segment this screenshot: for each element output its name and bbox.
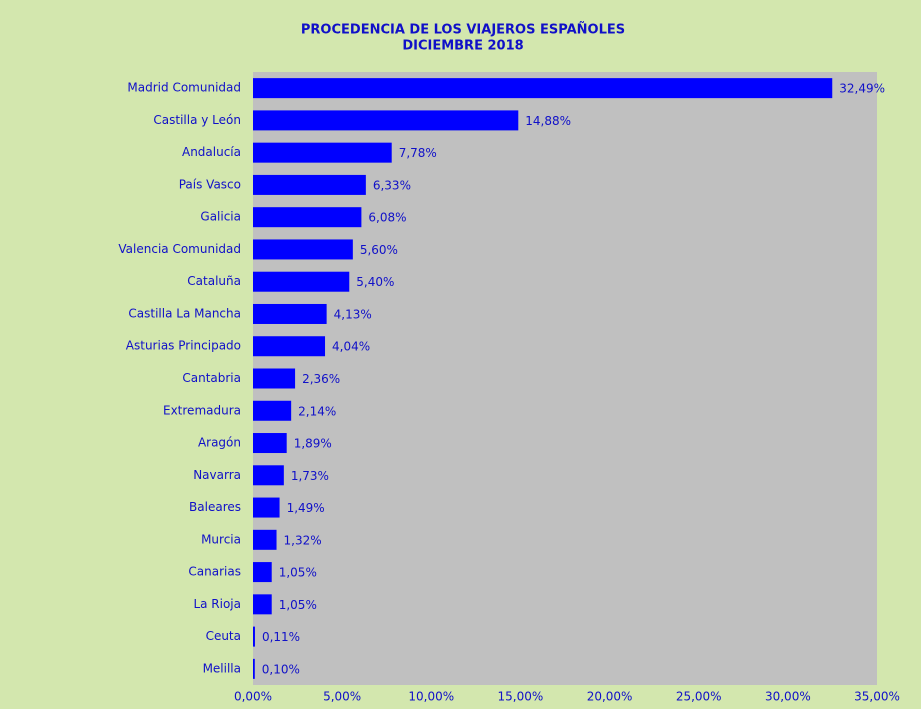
bar [253,594,272,615]
y-tick-label: Baleares [189,500,241,514]
data-label: 0,11% [262,630,300,644]
data-label: 1,05% [279,598,317,612]
x-tick-label: 10,00% [408,690,454,704]
bar [253,529,277,550]
y-tick-label: Castilla La Mancha [128,306,241,320]
y-tick-label: La Rioja [193,597,241,611]
y-tick-label: Navarra [193,468,241,482]
x-tick-label: 20,00% [587,690,633,704]
bar [253,207,362,228]
x-tick-label: 35,00% [854,690,900,704]
bar [253,465,284,486]
x-tick-label: 0,00% [234,690,272,704]
y-tick-label: País Vasco [179,177,241,191]
y-tick-label: Extremadura [163,403,241,417]
bar [253,239,353,260]
y-tick-label: Cataluña [187,274,241,288]
bar [253,303,327,324]
data-label: 2,36% [302,372,340,386]
data-label: 1,05% [279,566,317,580]
chart-subtitle: DICIEMBRE 2018 [402,39,523,54]
data-label: 1,49% [287,501,325,515]
bar [253,658,255,679]
data-label: 2,14% [298,404,336,418]
bar [253,271,350,292]
y-tick-label: Melilla [203,661,241,675]
chart-title: PROCEDENCIA DE LOS VIAJEROS ESPAÑOLES [301,22,625,38]
bar [253,497,280,518]
bar [253,433,287,454]
x-tick-label: 25,00% [676,690,722,704]
y-tick-label: Murcia [201,532,241,546]
data-label: 1,32% [284,533,322,547]
data-label: 4,04% [332,340,370,354]
bar [253,110,519,131]
y-tick-label: Valencia Comunidad [118,242,241,256]
y-tick-label: Andalucía [182,145,241,159]
data-label: 14,88% [525,114,571,128]
data-label: 5,40% [356,275,394,289]
data-label: 7,78% [399,146,437,160]
data-label: 0,10% [262,662,300,676]
bar [253,78,833,99]
x-tick-label: 5,00% [323,690,361,704]
bar [253,142,392,163]
y-tick-label: Asturias Principado [126,339,241,353]
bar [253,336,326,357]
bar [253,368,296,389]
data-label: 6,33% [373,178,411,192]
y-tick-label: Ceuta [206,629,241,643]
bar [253,562,272,583]
x-tick-label: 30,00% [765,690,811,704]
y-tick-label: Madrid Comunidad [127,81,241,95]
y-tick-label: Canarias [188,565,241,579]
y-tick-label: Galicia [200,210,241,224]
data-label: 4,13% [334,307,372,321]
data-label: 5,60% [360,243,398,257]
data-label: 32,49% [839,82,885,96]
y-tick-label: Cantabria [182,371,241,385]
data-label: 6,08% [368,211,406,225]
x-tick-label: 15,00% [498,690,544,704]
bar [253,400,292,421]
y-tick-label: Castilla y León [153,113,241,127]
data-label: 1,89% [294,437,332,451]
data-label: 1,73% [291,469,329,483]
bar [253,174,366,195]
plot-area [253,72,877,685]
y-tick-label: Aragón [198,436,241,450]
bar [253,626,255,647]
